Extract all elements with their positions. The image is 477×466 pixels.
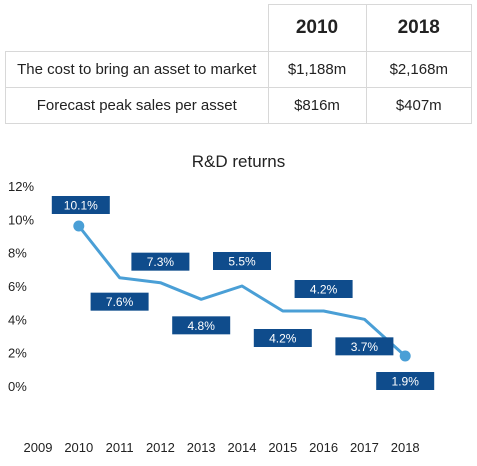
data-label-box (90, 292, 149, 311)
chart-title: R&D returns (191, 152, 286, 171)
series-line (77, 225, 407, 358)
data-label: 4.2% (294, 280, 353, 298)
x-tick-label: 2017 (350, 440, 379, 455)
data-label: 5.5% (213, 252, 271, 270)
table-row: The cost to bring an asset to market $1,… (5, 51, 472, 88)
data-label-text: 4.8% (188, 319, 216, 333)
series-point (399, 350, 411, 362)
y-tick-label: 10% (8, 212, 34, 227)
data-label: 4.2% (253, 329, 312, 347)
data-label-box (131, 252, 190, 271)
data-label-text: 1.9% (392, 375, 420, 389)
x-axis-ticks: 2009 2010 2011 2012 2013 2014 2015 2016 2017 2018 (24, 440, 420, 455)
data-label-box (253, 329, 312, 347)
x-tick-label: 2011 (106, 440, 134, 455)
y-axis-ticks: 12% 10% 8% 6% 4% 2% 0% (8, 179, 34, 394)
series-point (73, 220, 85, 232)
data-label-text: 7.3% (147, 255, 175, 269)
data-label: 1.9% (376, 372, 435, 390)
cell-sales-2010: $816m (267, 87, 367, 124)
data-label: 7.3% (131, 252, 190, 271)
x-tick-label: 2009 (24, 440, 53, 455)
y-tick-label: 2% (8, 346, 27, 361)
data-label: 3.7% (335, 337, 394, 356)
data-label-text: 7.6% (106, 295, 134, 309)
data-label-text: 5.5% (228, 255, 256, 269)
data-label-text: 3.7% (351, 340, 379, 354)
x-tick-label: 2013 (187, 440, 216, 455)
data-label: 10.1% (51, 196, 110, 214)
x-tick-label: 2015 (268, 440, 297, 455)
y-tick-label: 0% (8, 379, 27, 394)
x-tick-label: 2016 (309, 440, 338, 455)
data-label-box (335, 337, 394, 356)
row-label-peak-sales: Forecast peak sales per asset (5, 87, 269, 124)
data-labels: 10.1% 7.6% 7.3% 4.8% 5.5% 4.2% 4.2% 3.7% 1.9% (51, 196, 435, 390)
x-tick-label: 2018 (391, 440, 420, 455)
cell-cost-2018: $2,168m (365, 51, 472, 88)
table-corner-cell (5, 4, 269, 52)
series-markers (73, 220, 411, 362)
cell-sales-2018: $407m (365, 87, 472, 124)
data-label-text: 4.2% (269, 332, 297, 346)
x-tick-label: 2014 (228, 440, 257, 455)
x-tick-label: 2012 (146, 440, 175, 455)
data-label-box (376, 372, 435, 390)
y-tick-label: 8% (8, 246, 27, 261)
column-header-2018: 2018 (365, 4, 472, 52)
data-label: 4.8% (172, 316, 231, 335)
data-label-box (172, 316, 231, 335)
cell-cost-2010: $1,188m (267, 51, 367, 88)
y-tick-label: 6% (8, 279, 27, 294)
x-tick-label: 2010 (64, 440, 93, 455)
y-tick-label: 4% (8, 312, 27, 327)
table-row: Forecast peak sales per asset $816m $407… (5, 87, 472, 124)
data-label-text: 4.2% (310, 283, 338, 297)
table-header-row: 2010 2018 (5, 4, 472, 52)
data-label-text: 10.1% (64, 199, 98, 213)
data-label: 7.6% (90, 292, 149, 311)
data-label-box (294, 280, 353, 298)
data-label-box (51, 196, 110, 214)
y-tick-label: 12% (8, 179, 34, 194)
cost-sales-table: 2010 2018 The cost to bring an asset to … (5, 4, 472, 124)
data-label-box (213, 252, 271, 270)
